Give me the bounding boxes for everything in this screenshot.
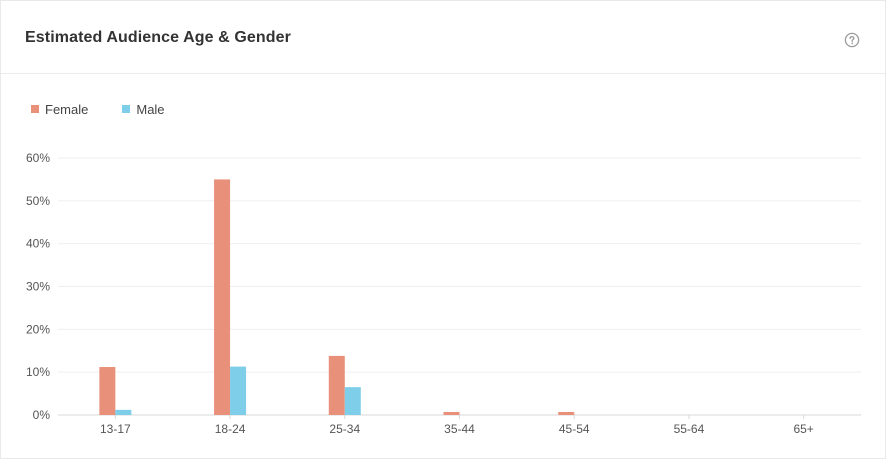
x-tick-label: 65+ [793,422,813,436]
x-tick-label: 35-44 [444,422,475,436]
y-tick-label: 40% [26,237,50,251]
bar-male-25-34 [344,387,361,415]
bar-female-18-24 [214,179,231,415]
question-circle-icon[interactable] [844,32,860,48]
legend-label-male: Male [136,101,165,117]
y-tick-label: 10% [26,365,50,379]
card-title: Estimated Audience Age & Gender [25,29,291,46]
legend-swatch-female [31,105,39,113]
bar-female-25-34 [328,355,345,415]
card-header: Estimated Audience Age & Gender [1,1,885,74]
legend-swatch-male [122,105,131,113]
x-tick-label: 13-17 [100,422,131,436]
y-tick-label: 60% [26,151,50,165]
x-tick-label: 25-34 [329,422,360,436]
legend-label-female: Female [45,101,89,117]
bar-male-18-24 [230,366,247,415]
x-tick-label: 55-64 [674,422,705,436]
bar-female-13-17 [99,367,116,415]
bar-female-35-44 [443,412,460,415]
y-tick-label: 0% [33,408,51,422]
y-tick-label: 30% [26,280,50,294]
legend-item-male[interactable]: Male [122,101,165,117]
x-tick-label: 45-54 [559,422,590,436]
y-tick-label: 50% [26,194,50,208]
legend-item-female[interactable]: Female [31,102,88,117]
bar-female-45-54 [558,412,575,415]
y-tick-label: 20% [26,322,50,336]
x-tick-label: 18-24 [215,422,246,436]
chart-legend: Female Male [31,101,165,117]
bar-male-13-17 [115,409,132,415]
